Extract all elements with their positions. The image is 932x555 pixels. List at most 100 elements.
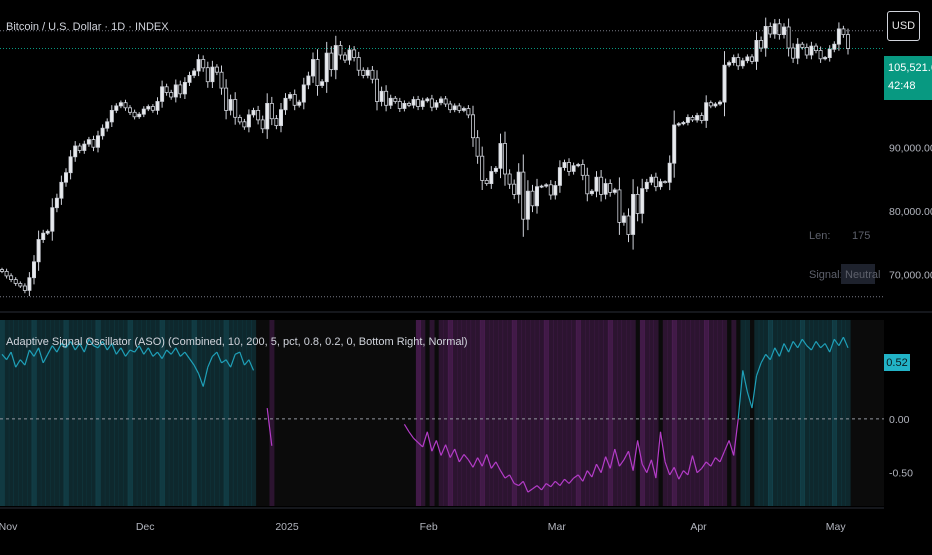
candle-body xyxy=(567,162,572,172)
candle-body xyxy=(77,145,82,151)
signal-band xyxy=(27,320,33,506)
signal-band xyxy=(182,320,188,506)
candle-body xyxy=(27,277,32,291)
candle-body xyxy=(310,59,315,77)
candle-body xyxy=(722,64,727,103)
candle-body xyxy=(846,34,851,49)
oscillator-line-segment xyxy=(467,459,474,468)
oscillator-line-segment xyxy=(147,347,154,357)
candle-body xyxy=(324,52,329,83)
signal-band xyxy=(548,320,554,506)
oscillator-line-segment xyxy=(541,483,547,491)
candle-body xyxy=(18,283,23,287)
signal-band xyxy=(841,320,846,506)
oscillator-line-segment xyxy=(669,466,675,476)
candle-body xyxy=(297,101,302,106)
candle-body xyxy=(0,269,5,272)
oscillator-line-segment xyxy=(499,470,506,479)
candle-body xyxy=(763,25,768,49)
oscillator-line-segment xyxy=(509,474,515,484)
signal-band xyxy=(763,320,769,506)
candle-body xyxy=(731,57,736,63)
candle-body xyxy=(525,190,530,220)
x-tick-label: Mar xyxy=(548,521,567,533)
signal-band xyxy=(827,320,833,506)
signal-band xyxy=(598,320,604,506)
signal-band xyxy=(708,320,714,506)
candle-body xyxy=(329,52,334,70)
candle-body xyxy=(274,118,279,126)
oscillator-line-segment xyxy=(627,451,634,471)
candle-body xyxy=(672,124,677,164)
signal-band xyxy=(420,320,426,506)
oscillator-line-segment xyxy=(728,440,735,456)
signal-band xyxy=(438,320,444,506)
candle-body xyxy=(54,197,59,209)
oscillator-line-segment xyxy=(179,351,186,357)
oscillator-line-segment xyxy=(605,456,611,469)
candle-body xyxy=(242,121,247,128)
signal-band xyxy=(580,320,586,506)
signal-band xyxy=(626,320,632,506)
oscillator-line-segment xyxy=(143,347,149,355)
candle-body xyxy=(708,102,713,107)
candle-body xyxy=(59,181,64,199)
signal-band xyxy=(813,320,819,506)
candle-body xyxy=(786,26,791,49)
oscillator-line-segment xyxy=(691,455,698,473)
oscillator-line-segment xyxy=(28,349,35,357)
candle-body xyxy=(814,45,819,51)
signal-band xyxy=(786,320,792,506)
candle-body xyxy=(109,110,114,123)
oscillator-line-segment xyxy=(70,341,76,351)
signal-band xyxy=(246,320,252,506)
oscillator-line-segment xyxy=(426,431,433,452)
oscillator-line-segment xyxy=(435,440,442,456)
candle-body xyxy=(173,84,178,98)
signal-band xyxy=(150,320,156,506)
candle-body xyxy=(379,90,384,102)
candle-body xyxy=(713,103,718,107)
signal-band xyxy=(40,320,46,506)
oscillator-line-segment xyxy=(595,463,602,473)
oscillator-line-segment xyxy=(600,456,607,473)
oscillator-line-segment xyxy=(120,347,127,357)
candle-body xyxy=(402,103,407,109)
candle-body xyxy=(105,121,110,129)
candle-body xyxy=(91,139,96,148)
oscillator-line-segment xyxy=(221,359,227,364)
oscillator-line-segment xyxy=(655,431,662,479)
indicator-label: Adaptive Signal Oscillator (ASO) (Combin… xyxy=(6,336,468,348)
candle-body xyxy=(576,164,581,167)
candle-body xyxy=(823,57,828,60)
oscillator-line-segment xyxy=(93,345,99,349)
candle-body xyxy=(384,90,389,106)
oscillator-line-segment xyxy=(33,347,40,357)
oscillator-line-segment xyxy=(719,450,726,463)
oscillator-line-segment xyxy=(445,444,451,458)
candle-body xyxy=(768,25,773,35)
oscillator-line-segment xyxy=(788,341,794,353)
oscillator-line-segment xyxy=(216,351,223,364)
currency-button[interactable]: USD xyxy=(887,11,920,41)
oscillator-line-segment xyxy=(659,431,666,462)
signal-band xyxy=(178,320,183,506)
signal-band xyxy=(530,320,536,506)
candle-body xyxy=(718,101,723,105)
candle-body xyxy=(475,137,480,157)
candle-body xyxy=(333,45,338,71)
candle-body xyxy=(205,67,210,83)
candle-body xyxy=(256,110,261,121)
candle-body xyxy=(182,82,187,95)
oscillator-line-segment xyxy=(111,343,117,355)
candle-body xyxy=(782,26,787,35)
signal-band xyxy=(562,320,568,506)
candle-body xyxy=(512,183,517,195)
oscillator-line-segment xyxy=(582,470,588,482)
signal-band xyxy=(681,320,686,506)
candle-body xyxy=(644,181,649,190)
signal-band xyxy=(502,320,508,506)
oscillator-line-segment xyxy=(60,343,67,349)
